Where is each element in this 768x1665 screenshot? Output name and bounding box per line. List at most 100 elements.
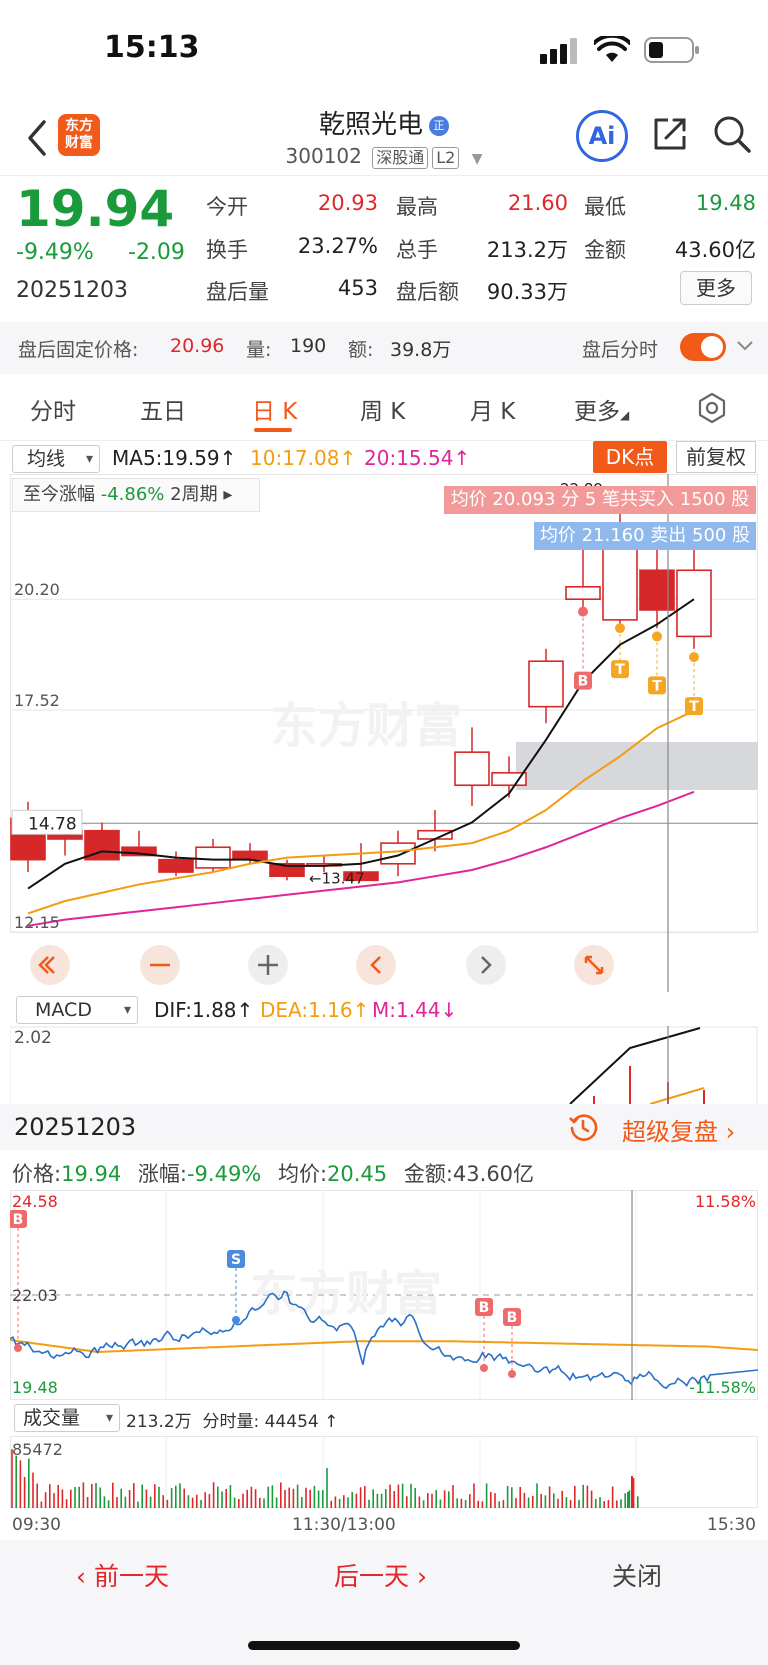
after-hours-toggle[interactable] bbox=[680, 333, 726, 361]
gear-icon[interactable] bbox=[696, 392, 728, 424]
fixed-price-label: 盘后固定价格: bbox=[18, 339, 139, 361]
status-time: 15:13 bbox=[104, 30, 200, 65]
tab-more[interactable]: 更多◢ bbox=[574, 399, 630, 425]
divider bbox=[0, 440, 768, 441]
macd-select[interactable]: MACD bbox=[16, 996, 138, 1024]
change-amount: -2.09 bbox=[128, 240, 185, 265]
stock-code: 300102 bbox=[285, 144, 362, 168]
dea-value: DEA:1.16↑ bbox=[260, 998, 370, 1022]
close-button[interactable]: 关闭 bbox=[612, 1562, 663, 1591]
ti-pct-top: 11.58% bbox=[694, 1192, 756, 1211]
candle bbox=[269, 862, 305, 877]
ma20-line bbox=[27, 790, 695, 927]
amt-value: 39.8万 bbox=[390, 339, 452, 361]
super-replay-link[interactable]: 超级复盘 › bbox=[622, 1118, 736, 1146]
ma5-value: MA5:19.59↑ bbox=[112, 446, 237, 470]
back-icon[interactable] bbox=[22, 118, 52, 158]
timeshare-label: 盘后分时 bbox=[582, 339, 659, 361]
trade-badge bbox=[611, 660, 629, 679]
adjust-button[interactable]: 前复权 bbox=[676, 441, 756, 473]
volume-label: 总手 bbox=[396, 238, 438, 262]
candle bbox=[565, 586, 601, 601]
candle bbox=[602, 540, 638, 621]
dif-value: DIF:1.88↑ bbox=[154, 998, 254, 1022]
since-change-box[interactable]: 至今涨幅 -4.86% 2周期 ▸ bbox=[12, 478, 260, 512]
zoom-in-icon bbox=[248, 945, 288, 985]
volume-max-label: 85472 bbox=[12, 1440, 63, 1459]
time-start: 09:30 bbox=[12, 1515, 61, 1535]
intraday-chart[interactable]: 东方财富 B S B B bbox=[10, 1190, 758, 1400]
qty-label: 量: bbox=[246, 339, 272, 361]
after-hours-amount-label: 盘后额 bbox=[396, 280, 459, 304]
chevron-down-icon[interactable] bbox=[736, 336, 754, 354]
expand-icon bbox=[574, 945, 614, 985]
trade-badge-label: B bbox=[578, 674, 589, 690]
home-indicator bbox=[248, 1641, 520, 1650]
tab-month-k[interactable]: 月 K bbox=[470, 399, 516, 425]
ti-y-bottom: 19.48 bbox=[12, 1378, 58, 1397]
low-label: 最低 bbox=[584, 195, 626, 219]
high-label: 最高 bbox=[396, 195, 438, 219]
candle bbox=[528, 660, 564, 708]
crosshair-price-box bbox=[11, 809, 83, 835]
volume-select[interactable]: 成交量 bbox=[14, 1404, 120, 1432]
y-tick-label: 17.52 bbox=[14, 691, 60, 710]
fixed-price-value: 20.96 bbox=[170, 335, 225, 357]
tab-week-k[interactable]: 周 K bbox=[360, 399, 406, 425]
trade-badge-label: T bbox=[652, 678, 662, 694]
history-icon[interactable] bbox=[568, 1112, 598, 1142]
tab-five-day[interactable]: 五日 bbox=[140, 399, 186, 425]
trade-badge-label: B bbox=[507, 1310, 518, 1326]
share-icon[interactable] bbox=[650, 114, 690, 154]
dk-point-button[interactable]: DK点 bbox=[593, 441, 667, 473]
candle bbox=[676, 569, 712, 638]
ma-select[interactable]: 均线 bbox=[12, 445, 100, 473]
ti-y-mid: 22.03 bbox=[12, 1286, 58, 1305]
divider bbox=[0, 175, 768, 176]
low-annotation: ←13.47 bbox=[309, 869, 365, 887]
level-tag: L2 bbox=[432, 147, 460, 169]
stock-name: 乾照光电正 bbox=[0, 104, 768, 141]
average-price-line bbox=[10, 1339, 758, 1354]
trade-badge bbox=[10, 1210, 27, 1228]
trade-badge bbox=[685, 697, 703, 716]
ai-button[interactable]: Ai bbox=[576, 110, 628, 162]
more-button[interactable]: 更多 bbox=[680, 271, 752, 305]
chevron-right-icon bbox=[466, 945, 506, 985]
trade-dot bbox=[652, 631, 662, 642]
candle bbox=[121, 846, 157, 857]
open-value: 20.93 bbox=[317, 191, 378, 215]
change-percent: -9.49% bbox=[16, 240, 94, 265]
stock-code-row[interactable]: 300102 深股通 L2 ▼ bbox=[0, 144, 768, 169]
tab-indicator bbox=[254, 428, 292, 432]
time-end: 15:30 bbox=[707, 1515, 756, 1535]
volume-chart bbox=[10, 1436, 758, 1508]
zoom-out-icon bbox=[140, 945, 180, 985]
watermark: 东方财富 bbox=[270, 700, 462, 753]
tab-day-k[interactable]: 日 K bbox=[252, 399, 298, 425]
trade-badge-label: T bbox=[615, 662, 625, 678]
macd-max-label: 2.02 bbox=[14, 1028, 52, 1048]
replay-date: 20251203 bbox=[14, 1113, 137, 1141]
turnover-label: 换手 bbox=[206, 238, 248, 262]
trade-badge bbox=[574, 671, 592, 690]
candle bbox=[417, 829, 453, 840]
sell-note: 均价 21.160 卖出 500 股 bbox=[534, 522, 756, 550]
amount-value: 43.60亿 bbox=[674, 238, 756, 262]
candle bbox=[343, 871, 379, 882]
dif-line bbox=[569, 1027, 701, 1104]
search-icon[interactable] bbox=[712, 114, 752, 154]
ma10-value: 10:17.08↑ bbox=[250, 446, 357, 470]
after-hours-volume-value: 453 bbox=[337, 276, 378, 300]
next-day-button[interactable]: 后一天 › bbox=[334, 1562, 427, 1591]
tab-timeshare[interactable]: 分时 bbox=[30, 399, 76, 425]
after-hours-volume-label: 盘后量 bbox=[206, 280, 269, 304]
app-logo: 东方 财富 bbox=[58, 114, 100, 156]
trade-badge-label: T bbox=[689, 699, 699, 715]
watermark: 东方财富 bbox=[250, 1268, 442, 1321]
trade-badge bbox=[475, 1298, 493, 1316]
amt-label: 额: bbox=[348, 339, 374, 361]
chevron-left-icon bbox=[356, 945, 396, 985]
prev-day-button[interactable]: ‹ 前一天 bbox=[76, 1562, 169, 1591]
